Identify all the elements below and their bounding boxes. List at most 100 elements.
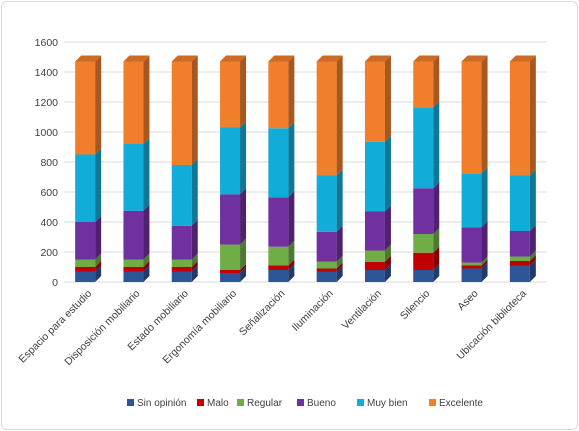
bar-segment — [75, 148, 102, 222]
bar-segment — [123, 55, 150, 144]
bar-segment — [461, 167, 488, 228]
bar-segment — [509, 255, 536, 266]
bar-segment — [316, 169, 343, 232]
bar-segment — [268, 55, 295, 129]
legend-item: Sin opinión — [127, 398, 186, 409]
bar-segment — [509, 225, 536, 257]
legend-item: Excelente — [429, 398, 483, 409]
bar-segment — [171, 253, 198, 267]
bar-segment — [316, 255, 343, 269]
bar-segment — [220, 267, 247, 282]
bar-segment — [413, 101, 440, 189]
bar-segment — [413, 55, 440, 108]
legend-swatch — [297, 399, 304, 406]
legend-item: Muy bien — [357, 398, 408, 409]
bar-segment — [268, 191, 295, 247]
legend-swatch — [429, 399, 436, 406]
legend-swatch — [197, 399, 204, 406]
bar-segment — [220, 238, 247, 270]
bar-segment — [461, 221, 488, 263]
legend-label: Excelente — [439, 398, 483, 409]
legend-label: Regular — [247, 398, 283, 409]
bar-top — [364, 55, 391, 62]
bar-segment — [171, 261, 198, 272]
y-tick-label: 200 — [40, 247, 58, 259]
bars — [75, 55, 536, 282]
bar-segment — [123, 261, 150, 272]
bar-segment — [268, 259, 295, 270]
legend-item: Bueno — [297, 398, 336, 409]
bar-segment — [364, 55, 391, 142]
bar-stack — [316, 55, 343, 282]
bar-stack — [220, 55, 247, 282]
legend-label: Malo — [207, 398, 229, 409]
bar-segment — [268, 240, 295, 266]
bar-segment — [364, 244, 391, 262]
bar-segment — [171, 55, 198, 165]
bar-segment — [364, 205, 391, 251]
bar-top — [123, 55, 150, 62]
bar-segment — [364, 135, 391, 212]
bar-segment — [75, 253, 102, 267]
legend-label: Bueno — [307, 398, 336, 409]
y-tick-label: 600 — [40, 187, 58, 199]
bar-segment — [220, 55, 247, 128]
legend-swatch — [357, 399, 364, 406]
bar-segment — [171, 265, 198, 282]
bar-segment — [171, 159, 198, 226]
legend-label: Muy bien — [367, 398, 408, 409]
bar-stack — [364, 55, 391, 282]
bar-segment — [316, 265, 343, 282]
bar-top — [220, 55, 247, 62]
y-tick-label: 1200 — [35, 97, 59, 109]
y-tick-label: 1600 — [35, 37, 59, 49]
bar-top — [413, 55, 440, 62]
bar-segment — [413, 246, 440, 270]
bar-top — [509, 55, 536, 62]
y-tick-label: 400 — [40, 217, 58, 229]
legend: Sin opinión Malo Regular Bueno Muy bien Excel… — [127, 398, 483, 409]
bar-top — [75, 55, 102, 62]
bar-segment — [413, 182, 440, 234]
bar-segment — [123, 204, 150, 260]
y-tick-label: 800 — [40, 157, 58, 169]
legend-swatch — [127, 399, 134, 406]
bar-stack — [509, 55, 536, 282]
bar-segment — [123, 138, 150, 211]
y-tick-label: 1000 — [35, 127, 59, 139]
bar-stack — [123, 55, 150, 282]
bar-segment — [316, 262, 343, 272]
bar-segment — [364, 264, 391, 282]
bar-segment — [413, 228, 440, 253]
x-category-label: Ventilación — [340, 288, 385, 333]
y-axis-ticks: 0 200 400 600 800 1000 1200 1400 1600 — [35, 37, 59, 289]
x-category-label: Iluminación — [290, 288, 336, 334]
bar-segment — [509, 250, 536, 261]
legend-item: Regular — [237, 398, 283, 409]
bar-segment — [268, 122, 295, 198]
y-tick-label: 0 — [52, 277, 58, 289]
bar-segment — [75, 55, 102, 155]
y-tick-label: 1400 — [35, 67, 59, 79]
x-category-label: Silencio — [398, 288, 433, 323]
bar-segment — [75, 265, 102, 282]
bar-top — [461, 55, 488, 62]
bar-top — [171, 55, 198, 62]
x-category-label: Señalización — [237, 288, 288, 339]
bar-top — [316, 55, 343, 62]
bar-segment — [316, 225, 343, 262]
bar-top — [268, 55, 295, 62]
bar-segment — [509, 169, 536, 231]
bar-segment — [123, 253, 150, 267]
bar-segment — [75, 216, 102, 260]
bar-segment — [316, 55, 343, 176]
bar-segment — [75, 261, 102, 272]
bar-segment — [461, 256, 488, 266]
bar-segment — [123, 265, 150, 282]
bar-segment — [461, 259, 488, 269]
bar-segment — [171, 219, 198, 260]
bar-segment — [461, 262, 488, 282]
